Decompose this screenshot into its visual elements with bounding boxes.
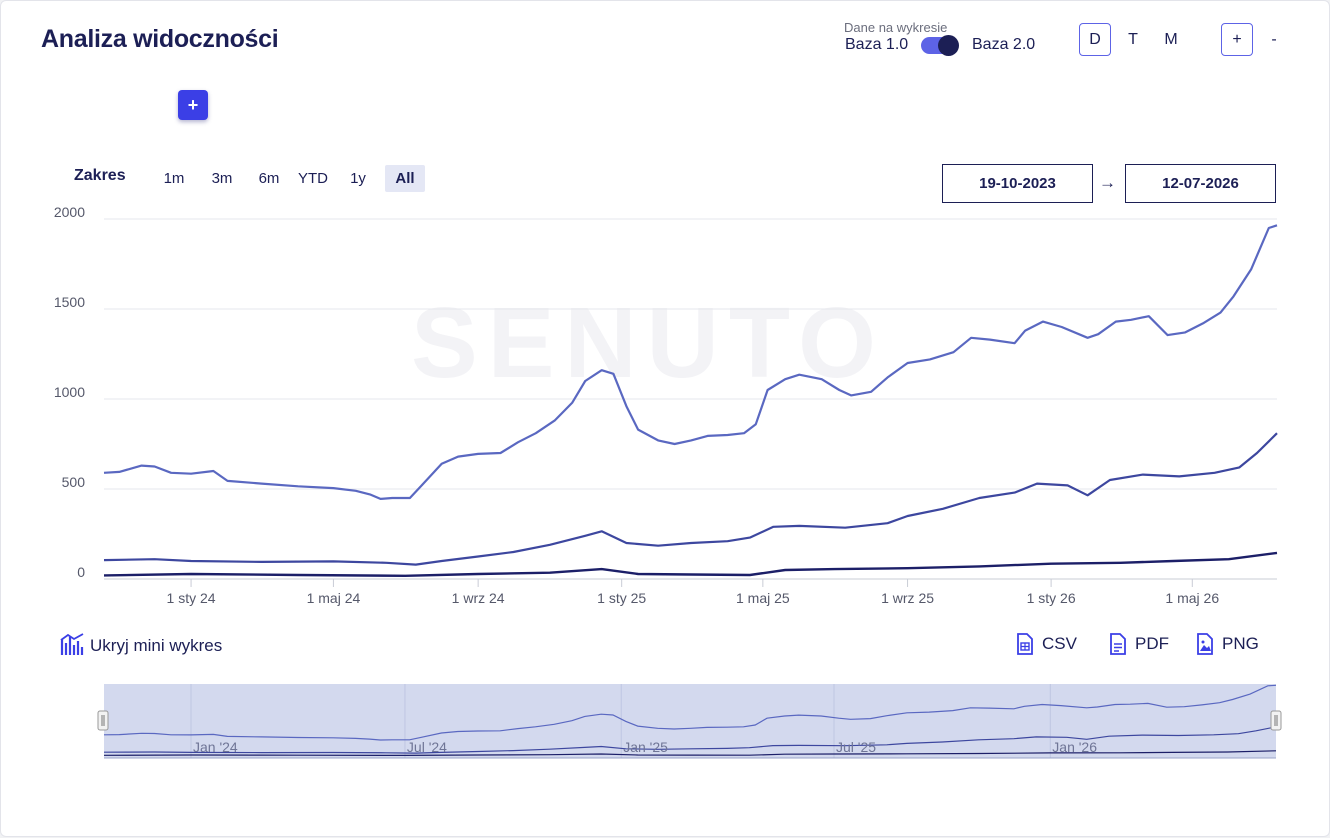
navigator-label: Jul '24 [406,739,447,755]
navigator-right-handle[interactable] [1270,710,1282,731]
navigator-label: Jul '25 [836,739,877,755]
csv-file-icon [1017,633,1033,655]
y-tick-label: 500 [61,474,85,490]
y-tick-label: 1500 [53,294,85,310]
x-tick-label: 1 wrz 25 [881,590,935,606]
range-6m-button[interactable]: 6m [258,170,280,187]
date-from-input[interactable]: 19-10-2023 [942,164,1093,203]
base-caption: Dane na wykresie [844,20,948,35]
series-line-3 [103,551,1278,577]
toggle-knob [938,35,959,56]
export-pdf-button[interactable]: PDF [1109,633,1169,655]
range-1m-button[interactable]: 1m [163,170,185,187]
watermark: SENUTO [411,287,886,399]
x-tick-label: 1 maj 26 [1165,590,1220,606]
x-tick-label: 1 sty 25 [597,590,647,606]
zoom-in-button[interactable]: + [1221,23,1253,56]
navigator-selection [104,684,1276,758]
x-tick-label: 1 sty 24 [166,590,216,606]
series-line-2 [103,432,1278,566]
base2-label: Baza 2.0 [972,36,1036,53]
granularity-week-button[interactable]: T [1128,30,1138,48]
range-all-button[interactable]: All [385,165,425,192]
add-series-button[interactable]: + [178,90,208,120]
range-ytd-button[interactable]: YTD [298,170,328,187]
page-title: Analiza widoczności [41,25,279,53]
pdf-label: PDF [1135,634,1169,653]
navigator-series-1 [103,684,1277,741]
png-label: PNG [1222,634,1259,653]
navigator-label: Jan '25 [623,739,668,755]
navigator-series-2 [103,726,1277,754]
export-csv-button[interactable]: CSV [1016,633,1077,655]
base1-label: Baza 1.0 [845,36,909,53]
zoom-out-button[interactable]: - [1271,30,1277,48]
main-chart [103,218,1278,587]
pdf-file-icon [1110,633,1126,655]
range-label: Zakres [74,167,126,184]
x-tick-label: 1 sty 26 [1026,590,1076,606]
x-tick-label: 1 maj 25 [735,590,790,606]
navigator-left-handle[interactable] [97,710,109,731]
granularity-day-button[interactable]: D [1079,23,1111,56]
csv-label: CSV [1042,634,1077,653]
base-toggle[interactable] [921,35,959,56]
x-tick-label: 1 maj 24 [306,590,361,606]
range-1y-button[interactable]: 1y [350,170,366,187]
chart-bars-icon [60,633,84,655]
navigator-label: Jan '26 [1052,739,1098,755]
export-png-button[interactable]: PNG [1196,633,1259,655]
y-tick-label: 1000 [53,384,85,400]
granularity-month-button[interactable]: M [1164,30,1178,48]
date-range-arrow: → [1099,173,1116,192]
series-line-1 [103,224,1278,500]
x-tick-label: 1 wrz 24 [451,590,505,606]
y-tick-label: 2000 [53,204,85,220]
y-tick-label: 0 [77,564,85,580]
range-3m-button[interactable]: 3m [211,170,233,187]
image-file-icon [1197,633,1213,655]
navigator-series-3 [103,750,1277,757]
hide-mini-label: Ukryj mini wykres [90,636,223,655]
hide-mini-chart-button[interactable]: Ukryj mini wykres [60,633,222,659]
date-to-input[interactable]: 12-07-2026 [1125,164,1276,203]
navigator-label: Jan '24 [192,739,238,755]
